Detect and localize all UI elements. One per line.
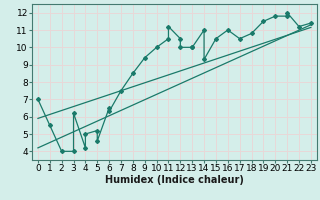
X-axis label: Humidex (Indice chaleur): Humidex (Indice chaleur) bbox=[105, 175, 244, 185]
